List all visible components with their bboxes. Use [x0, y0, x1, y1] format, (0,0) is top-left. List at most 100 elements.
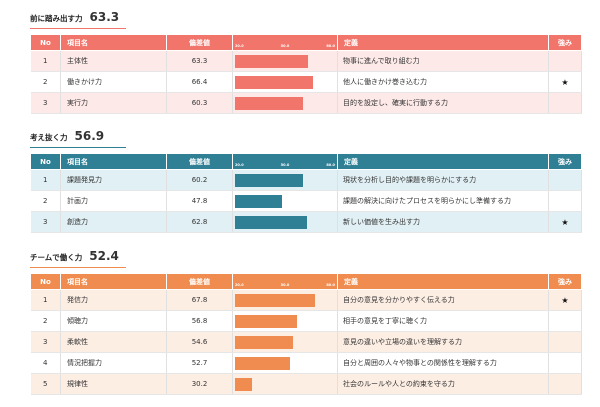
row-strength: [548, 352, 582, 374]
scale-tick: 20.0: [235, 283, 244, 287]
table-row: 3 柔軟性 54.6 意見の違いや立場の違いを理解する力: [30, 331, 582, 353]
row-bar-cell: [232, 352, 338, 374]
row-strength: [548, 331, 582, 353]
row-no: 1: [30, 289, 61, 311]
row-bar-cell: [232, 71, 338, 93]
row-bar-cell: [232, 331, 338, 353]
scale-tick: 20.0: [235, 163, 244, 167]
row-no: 1: [30, 50, 61, 72]
deviation-bar: [235, 216, 308, 229]
row-deviation: 30.2: [166, 373, 233, 395]
row-strength: [548, 310, 582, 332]
table-row: 5 規律性 30.2 社会のルールや人との約束を守る力: [30, 373, 582, 395]
row-strength: [548, 50, 582, 72]
row-definition: 目的を設定し、確実に行動する力: [337, 92, 549, 114]
row-no: 2: [30, 310, 61, 332]
header-deviation: 偏差値: [166, 34, 233, 51]
section-score: 63.3: [89, 10, 120, 24]
row-bar-cell: [232, 92, 338, 114]
row-definition: 新しい価値を生み出す力: [337, 211, 549, 233]
section-title: チームで働く力 52.4: [30, 249, 581, 265]
deviation-bar: [235, 294, 316, 307]
row-no: 2: [30, 71, 61, 93]
row-deviation: 60.3: [166, 92, 233, 114]
scale-tick: 80.0: [326, 283, 335, 287]
row-strength: ★: [548, 211, 582, 233]
deviation-bar: [235, 378, 253, 391]
row-definition: 自分の意見を分かりやすく伝える力: [337, 289, 549, 311]
table-row: 3 実行力 60.3 目的を設定し、確実に行動する力: [30, 92, 582, 114]
row-deviation: 66.4: [166, 71, 233, 93]
row-name: 主体性: [60, 50, 167, 72]
row-name: 計画力: [60, 190, 167, 212]
table-header: No 項目名 偏差値 20.0 50.0 80.0 定義 強み: [30, 153, 582, 170]
header-bar: 20.0 50.0 80.0: [232, 34, 338, 51]
row-no: 1: [30, 169, 61, 191]
header-no: No: [30, 153, 61, 170]
row-strength: [548, 169, 582, 191]
row-no: 3: [30, 331, 61, 353]
scale-tick: 50.0: [280, 163, 290, 167]
deviation-bar: [235, 55, 308, 68]
row-strength: ★: [548, 289, 582, 311]
table-header: No 項目名 偏差値 20.0 50.0 80.0 定義 強み: [30, 273, 582, 290]
bar-scale: 20.0 50.0 80.0: [235, 163, 335, 168]
row-deviation: 67.8: [166, 289, 233, 311]
header-deviation: 偏差値: [166, 153, 233, 170]
header-name: 項目名: [60, 153, 167, 170]
competency-table: No 項目名 偏差値 20.0 50.0 80.0 定義 強み 1 課題発見力 60.2 現状を分析し…: [30, 153, 582, 233]
row-strength: [548, 190, 582, 212]
row-definition: 自分と周囲の人々や物事との関係性を理解する力: [337, 352, 549, 374]
section-score: 52.4: [89, 249, 119, 263]
header-no: No: [30, 34, 61, 51]
section-underline: [30, 147, 126, 148]
row-name: 情況把握力: [60, 352, 167, 374]
section-title: 考え抜く力 56.9: [30, 129, 581, 145]
deviation-bar: [235, 195, 282, 208]
table-row: 2 働きかけ力 66.4 他人に働きかけ巻き込む力 ★: [30, 71, 582, 93]
competency-table: No 項目名 偏差値 20.0 50.0 80.0 定義 強み 1 主体性 63.3 物事に進んで取り…: [30, 34, 582, 114]
row-no: 3: [30, 92, 61, 114]
row-name: 創造力: [60, 211, 167, 233]
section-underline: [30, 28, 126, 29]
header-name: 項目名: [60, 273, 167, 290]
row-strength: [548, 373, 582, 395]
row-no: 4: [30, 352, 61, 374]
row-deviation: 63.3: [166, 50, 233, 72]
row-definition: 物事に進んで取り組む力: [337, 50, 549, 72]
header-no: No: [30, 273, 61, 290]
header-definition: 定義: [337, 34, 549, 51]
table-row: 1 発信力 67.8 自分の意見を分かりやすく伝える力 ★: [30, 289, 582, 311]
row-definition: 現状を分析し目的や課題を明らかにする力: [337, 169, 549, 191]
deviation-bar: [235, 336, 294, 349]
deviation-bar: [235, 174, 303, 187]
row-no: 2: [30, 190, 61, 212]
table-row: 3 創造力 62.8 新しい価値を生み出す力 ★: [30, 211, 582, 233]
row-name: 課題発見力: [60, 169, 167, 191]
bar-scale: 20.0 50.0 80.0: [235, 283, 335, 288]
header-definition: 定義: [337, 153, 549, 170]
row-definition: 相手の意見を丁寧に聴く力: [337, 310, 549, 332]
header-bar: 20.0 50.0 80.0: [232, 153, 338, 170]
bar-scale: 20.0 50.0 80.0: [235, 44, 335, 49]
row-deviation: 56.8: [166, 310, 233, 332]
header-definition: 定義: [337, 273, 549, 290]
row-bar-cell: [232, 310, 338, 332]
row-definition: 意見の違いや立場の違いを理解する力: [337, 331, 549, 353]
row-deviation: 54.6: [166, 331, 233, 353]
section-score: 56.9: [74, 129, 105, 143]
table-header: No 項目名 偏差値 20.0 50.0 80.0 定義 強み: [30, 34, 582, 51]
header-bar: 20.0 50.0 80.0: [232, 273, 338, 290]
row-strength: ★: [548, 71, 582, 93]
header-strength: 強み: [548, 153, 582, 170]
section-2: 考え抜く力 56.9 No 項目名 偏差値 20.0 50.0 80.0 定義 強み 1 課題発見力 6…: [30, 129, 582, 233]
row-definition: 社会のルールや人との約束を守る力: [337, 373, 549, 395]
row-name: 規律性: [60, 373, 167, 395]
row-no: 3: [30, 211, 61, 233]
table-row: 1 課題発見力 60.2 現状を分析し目的や課題を明らかにする力: [30, 169, 582, 191]
row-deviation: 47.8: [166, 190, 233, 212]
row-name: 傾聴力: [60, 310, 167, 332]
header-strength: 強み: [548, 273, 582, 290]
table-row: 1 主体性 63.3 物事に進んで取り組む力: [30, 50, 582, 72]
scale-tick: 80.0: [326, 163, 335, 167]
